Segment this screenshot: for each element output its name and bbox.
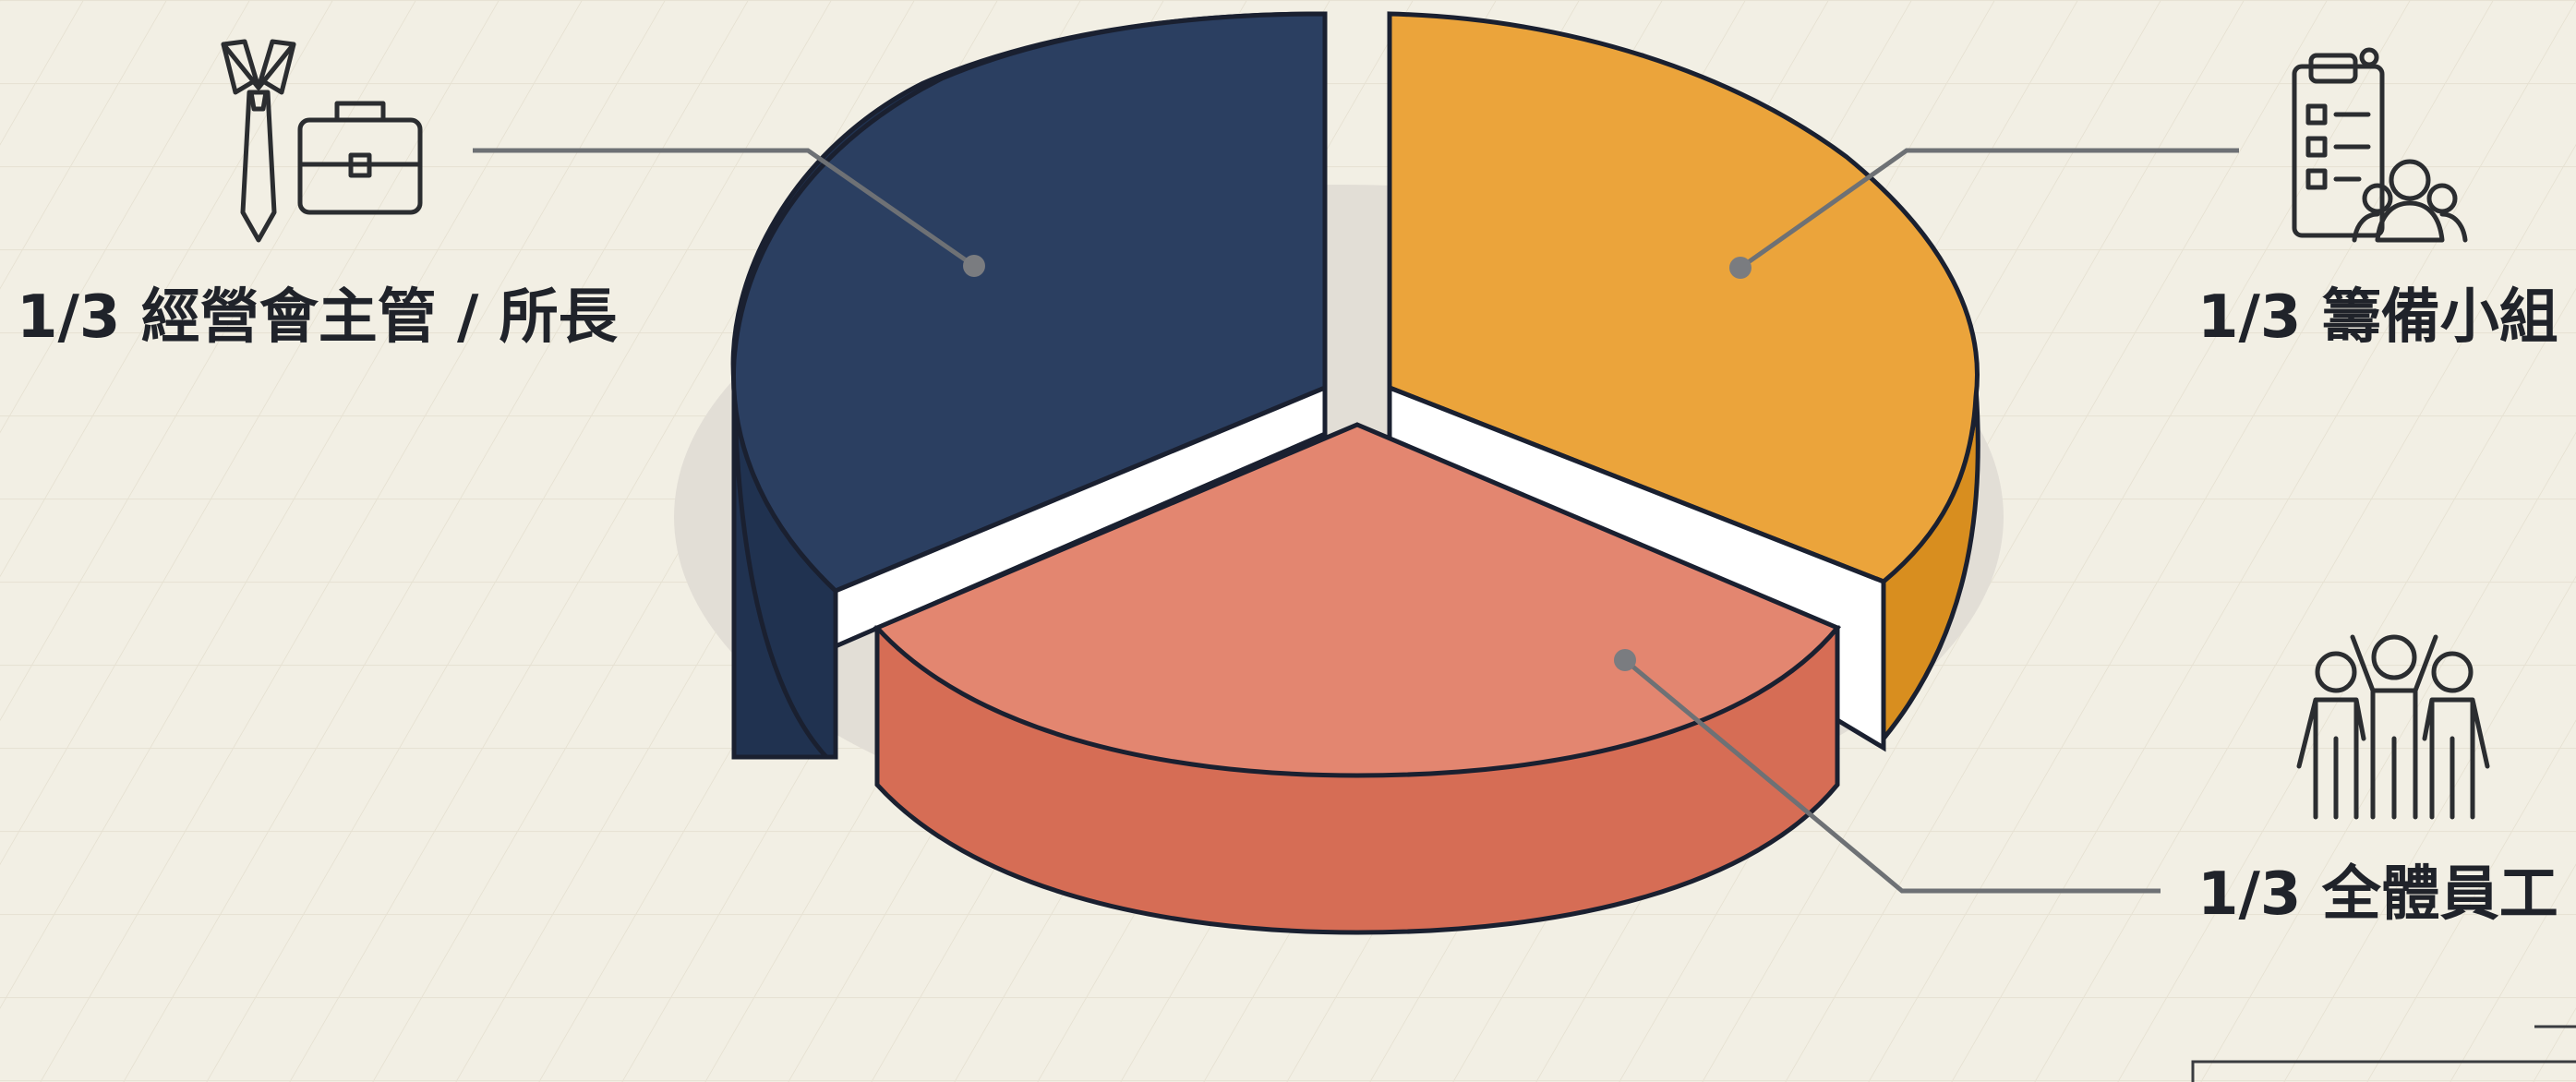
leader-line-0 bbox=[473, 148, 985, 277]
pie-slice-1 bbox=[1387, 11, 1980, 752]
frame-corner bbox=[2191, 1060, 2576, 1082]
clipboard-team-icon bbox=[2292, 47, 2468, 243]
pie-slice-2 bbox=[873, 422, 1842, 935]
leader-line-1 bbox=[1729, 148, 2239, 279]
pie-slice-1-top bbox=[1387, 11, 1980, 584]
pie-slice-0 bbox=[730, 11, 1328, 760]
pie-label-1: 1/3 籌備小組 bbox=[2197, 283, 2558, 352]
pie-slice-0-top bbox=[730, 11, 1328, 594]
group-people-icon bbox=[2296, 634, 2490, 820]
tie-briefcase-icon bbox=[221, 39, 423, 243]
pie-slice-0-cut-face bbox=[833, 384, 1328, 650]
pie-label-2: 1/3 全體員工 bbox=[2197, 860, 2558, 929]
pie-slice-2-top bbox=[873, 422, 1842, 778]
leader-line-2 bbox=[1614, 649, 2161, 894]
pie-label-0: 1/3 經營會主管 / 所長 bbox=[17, 283, 619, 352]
